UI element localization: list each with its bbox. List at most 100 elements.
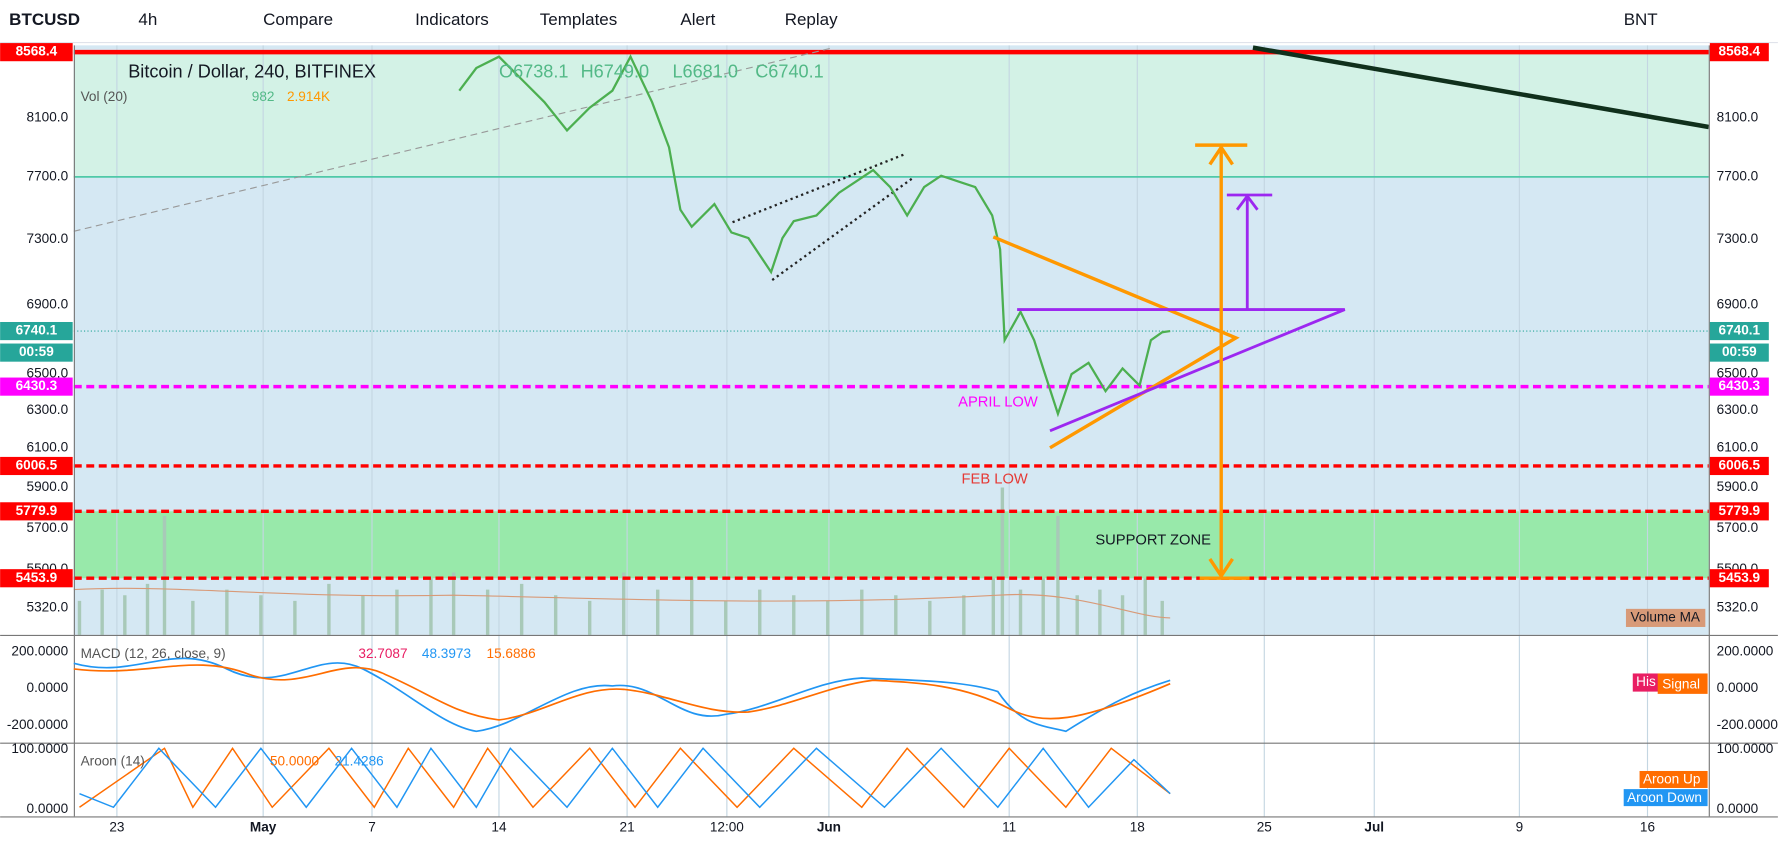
time-tick: 23 (109, 819, 124, 834)
toolbar-button[interactable]: Alert (680, 10, 715, 29)
price-tick: 6500.0 (27, 366, 69, 381)
toolbar (0, 0, 1778, 42)
macd-value: 32.7087 (358, 646, 407, 661)
price-tag (1709, 43, 1769, 62)
volume-bars (77, 487, 1164, 635)
support-zone (73, 511, 1709, 579)
price-tag-text: 5779.9 (1719, 503, 1761, 518)
target-arrow (1226, 193, 1273, 310)
price-tag-text: 6430.3 (16, 378, 58, 393)
macd-tick: -200.0000 (7, 717, 69, 732)
aroon-value: 21.4286 (335, 753, 384, 768)
aroon-label: Aroon (14) (81, 753, 145, 768)
price-tag (1709, 569, 1769, 588)
volume-value: 982 (252, 89, 275, 104)
annotation: FEB LOW (962, 471, 1028, 487)
annotation: APRIL LOW (958, 394, 1038, 410)
macd-tag (1632, 673, 1660, 692)
price-tag-text: 8568.4 (1719, 44, 1761, 59)
interval[interactable]: 4h (138, 10, 157, 29)
price-tag (0, 377, 73, 396)
price-tick: 5320.0 (27, 599, 69, 614)
currency[interactable]: BNT (1624, 10, 1658, 29)
price-tag-text: 00:59 (19, 344, 54, 359)
aroon-down (79, 746, 1171, 809)
ohlc: H6749.0 (581, 61, 650, 81)
macd-value: 48.3973 (422, 646, 471, 661)
price-tag-text: 6430.3 (1719, 378, 1761, 393)
price-tag-text: 6740.1 (1719, 323, 1761, 338)
ohlc: L6681.0 (672, 61, 738, 81)
legend-title: Bitcoin / Dollar, 240, BITFINEX (128, 61, 376, 81)
symbol[interactable]: BTCUSD (9, 10, 80, 29)
volume-tag-text: Volume MA (1630, 610, 1700, 625)
volume-tag (1625, 608, 1706, 627)
price-tick: 5700.0 (27, 520, 69, 535)
price-tick: 8100.0 (27, 110, 69, 125)
macd-tick: 0.0000 (27, 680, 69, 695)
price-tick: 5700.0 (1717, 520, 1759, 535)
labels: BTCUSD 4h Compare Indicators Templates Alert R… (0, 10, 1778, 834)
price-tag (1709, 502, 1769, 521)
time-tick: 21 (620, 819, 635, 834)
macd-tick: 200.0000 (11, 644, 68, 659)
price-tag (1709, 456, 1769, 476)
macd-tick: 200.0000 (1717, 644, 1774, 659)
price-tag-text: 5779.9 (16, 503, 58, 518)
price-tick: 6300.0 (27, 402, 69, 417)
aroon-tag (1623, 789, 1708, 807)
annotation: SUPPORT ZONE (1095, 533, 1211, 549)
price-tag-text: 5453.9 (16, 570, 58, 585)
price-tag (1709, 343, 1769, 362)
macd-tag (1657, 673, 1708, 694)
price-tick: 6100.0 (27, 439, 69, 454)
time-tick: 11 (1002, 819, 1016, 834)
resistance-zone (73, 52, 1709, 177)
price-tag-text: 5453.9 (1719, 570, 1761, 585)
macd-tag-text: His (1636, 674, 1656, 689)
aroon-tag-text: Aroon Down (1627, 790, 1702, 805)
price-tick: 5900.0 (1717, 479, 1759, 494)
price-tag (0, 43, 73, 62)
aroon-up (79, 746, 1171, 809)
price-tick: 6100.0 (1717, 439, 1759, 454)
macd-label: MACD (12, 26, close, 9) (81, 646, 226, 661)
trend-line (1252, 45, 1710, 130)
price-tick: 7300.0 (1717, 231, 1759, 246)
price-tick: 6300.0 (1717, 402, 1759, 417)
toolbar-button[interactable]: Templates (540, 10, 617, 29)
time-tick: 18 (1130, 819, 1145, 834)
price-tag-text: 6006.5 (1719, 458, 1761, 473)
time-tick: Jul (1364, 819, 1384, 834)
time-tick: 14 (491, 819, 507, 834)
macd-tick: -200.0000 (1717, 717, 1778, 732)
volume-label: Vol (20) (81, 89, 128, 104)
channel-line (732, 153, 906, 224)
ohlc: C6740.1 (755, 61, 824, 81)
price-tick: 5320.0 (1717, 599, 1759, 614)
price-tick: 6900.0 (27, 297, 69, 312)
price-tag (1709, 377, 1769, 396)
time-tick: 9 (1516, 819, 1524, 834)
price-tag (0, 502, 73, 521)
target-arrow (1195, 143, 1250, 580)
price-tag (1709, 321, 1769, 341)
time-tick: Jun (817, 819, 841, 834)
price-tag-text: 6006.5 (16, 458, 58, 473)
price-tag-text: 8568.4 (16, 44, 58, 59)
toolbar-button[interactable]: Indicators (415, 10, 489, 29)
triangle (992, 235, 1240, 450)
aroon-tick: 0.0000 (1717, 801, 1759, 816)
volume-ma (73, 587, 1171, 619)
aroon-tag (1639, 770, 1708, 788)
price-tick: 7700.0 (1717, 168, 1759, 183)
toolbar-button[interactable]: Compare (263, 10, 333, 29)
time-tick: 7 (368, 819, 376, 834)
macd-tag-text: Signal (1662, 676, 1700, 691)
toolbar-button[interactable]: Replay (785, 10, 838, 29)
time-tick: May (250, 819, 277, 834)
price-tag-text: 00:59 (1722, 344, 1757, 359)
price-tag (0, 456, 73, 476)
trend-line (73, 47, 834, 232)
